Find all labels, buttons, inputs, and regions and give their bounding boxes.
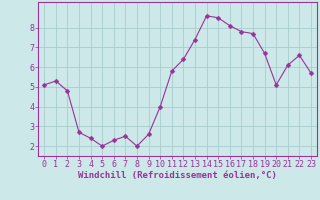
X-axis label: Windchill (Refroidissement éolien,°C): Windchill (Refroidissement éolien,°C): [78, 171, 277, 180]
